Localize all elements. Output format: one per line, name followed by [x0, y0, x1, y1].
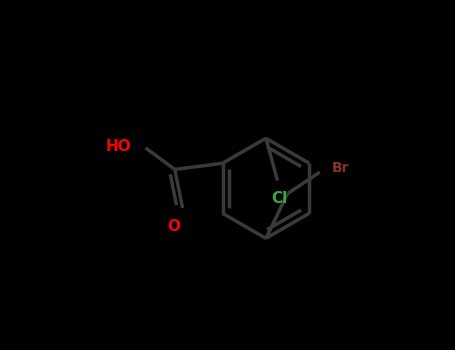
Text: O: O	[167, 219, 180, 234]
Text: HO: HO	[106, 139, 131, 154]
Text: Br: Br	[332, 161, 349, 175]
Text: Cl: Cl	[271, 191, 287, 206]
